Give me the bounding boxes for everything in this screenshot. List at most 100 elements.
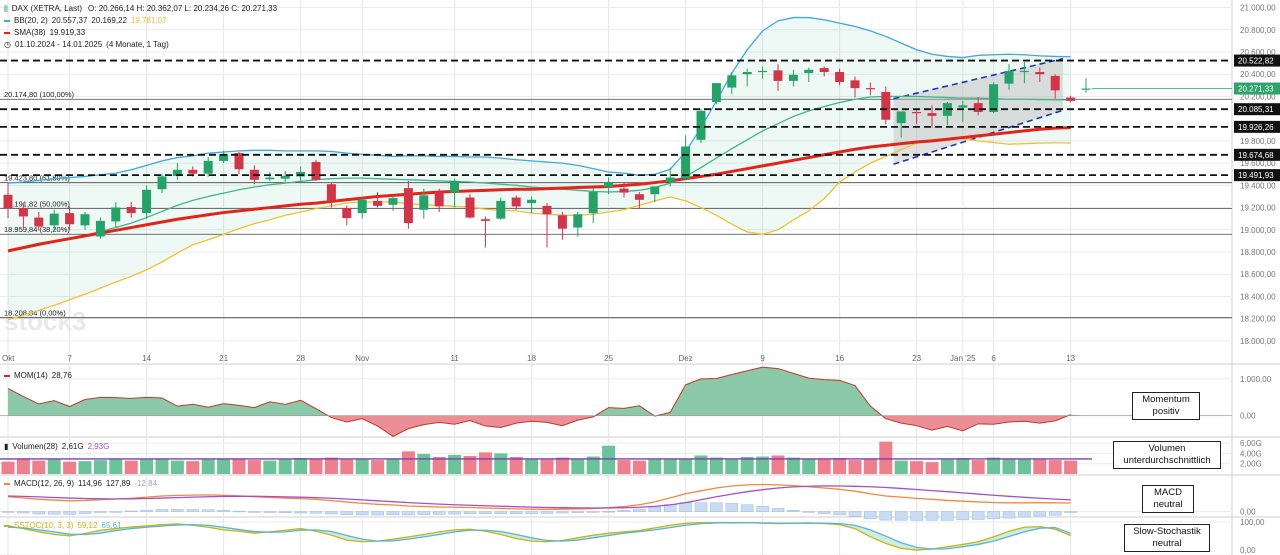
macd-histogram-bar <box>617 510 631 512</box>
macd-histogram-bar <box>925 511 939 521</box>
x-tick-label: 23 <box>912 354 921 363</box>
candle-body <box>665 177 675 182</box>
candle-body <box>650 186 660 195</box>
sma-value: 19.919,33 <box>49 28 86 37</box>
macd-histogram-bar <box>94 511 107 513</box>
volume-avg: 2,93G <box>87 442 110 451</box>
macd-histogram-bar <box>32 511 46 515</box>
candle-body <box>835 72 845 82</box>
candle-body <box>1081 88 1091 90</box>
momentum-label: MOM(14) <box>14 371 48 380</box>
x-tick-label: Dez <box>678 354 692 363</box>
macd-histogram-bar <box>571 511 585 513</box>
macd-histogram-bar <box>1033 511 1047 517</box>
candle-body <box>419 195 429 210</box>
volume-bar <box>232 459 246 474</box>
candle-body <box>1050 75 1060 91</box>
candle-body <box>3 194 13 209</box>
volume-bar <box>894 460 908 474</box>
macd-histogram-bar <box>463 511 477 515</box>
watermark: stock3 <box>4 306 86 336</box>
momentum-panel: 1.000,00 0,00 <box>0 366 1272 437</box>
macd-histogram-bar <box>956 511 970 521</box>
volume-bar <box>93 460 107 474</box>
fibonacci-label: 19.423,80 (61,80%) <box>4 174 70 183</box>
x-tick-label: 16 <box>835 354 844 363</box>
y-tick-label: 21.000,00 <box>1240 4 1276 13</box>
x-tick-label: Okt <box>2 354 15 363</box>
candle-body <box>896 111 906 124</box>
macd-panel: 0,00 <box>0 483 1256 521</box>
macd-histogram-bar <box>78 511 92 514</box>
volume-bar <box>525 459 539 474</box>
bb-swatch <box>4 20 10 22</box>
volume-bar <box>555 457 569 474</box>
volume-bar <box>756 456 770 474</box>
x-tick-label: Nov <box>355 354 369 363</box>
last-price-tag <box>1234 82 1280 95</box>
candle-body <box>850 80 860 89</box>
macd-histogram-bar <box>740 504 754 512</box>
last-price-tag-label: 20.271,33 <box>1238 85 1274 94</box>
y-tick-label: 20.400,00 <box>1240 70 1276 79</box>
level-tag <box>1234 120 1280 133</box>
macd-histogram-bar <box>294 511 307 514</box>
upper-trendline <box>893 57 1064 100</box>
bb-row: BB(20, 2) 20.557,37 20.169,22 19.781,07 <box>4 15 277 27</box>
fibonacci-label: 18.959,84 (38,20%) <box>4 225 70 234</box>
sma-row: SMA(38) 19.919,33 <box>4 27 277 39</box>
macd-histogram-bar <box>124 510 138 513</box>
candle-body <box>403 188 413 224</box>
macd-histogram-bar <box>371 511 384 516</box>
momentum-callout-line2: positiv <box>1152 406 1180 417</box>
volume-callout-line2: unterdurchschnittlich <box>1123 455 1211 466</box>
stoch-callout-line2: neutral <box>1152 538 1182 549</box>
momentum-tick-label: 0,00 <box>1240 412 1256 421</box>
momentum-callout: Momentum positiv <box>1132 392 1200 420</box>
macd-value: 114,96 <box>78 479 102 488</box>
macd-histogram-bar <box>355 511 369 516</box>
fibonacci-label: 18.208,84 (0,00%) <box>4 309 66 318</box>
macd-histogram-bar <box>756 506 769 512</box>
candle-body <box>311 162 321 180</box>
instrument-name: DAX (XETRA, Last) <box>11 4 83 13</box>
volume-bar <box>1033 459 1047 474</box>
macd-histogram-bar <box>109 511 123 513</box>
x-tick-label: 11 <box>450 354 459 363</box>
x-tick-label: 13 <box>1066 354 1075 363</box>
macd-histogram-bar <box>540 511 554 514</box>
x-tick-label: 6 <box>991 354 996 363</box>
candle-body <box>588 192 598 214</box>
stoch-k-value: 59,12 <box>77 521 98 530</box>
candle-body <box>234 153 244 170</box>
y-tick-label: 19.200,00 <box>1240 204 1276 213</box>
y-tick-label: 19.000,00 <box>1240 226 1276 235</box>
volume-bar <box>32 460 46 474</box>
stochastic-panel: 100,00 0,00 <box>0 518 1265 555</box>
macd-histogram-bar <box>633 508 646 512</box>
candle-body <box>434 191 444 207</box>
macd-line <box>7 483 1071 510</box>
volume-bar <box>432 457 446 474</box>
candle-body <box>157 176 167 190</box>
volume-tick-label: 2,00G <box>1240 460 1262 469</box>
candle-body <box>188 169 198 174</box>
macd-callout: MACD neutral <box>1142 485 1194 513</box>
x-tick-label: 18 <box>527 354 536 363</box>
volume-bar <box>109 459 123 474</box>
candle-body <box>265 177 275 180</box>
bb-lower-value: 19.781,07 <box>130 16 167 25</box>
y-tick-label: 19.600,00 <box>1240 159 1276 168</box>
macd-histogram-bar <box>155 509 169 512</box>
macd-histogram-bar <box>710 502 723 512</box>
stoch-tick-label: 100,00 <box>1240 518 1265 527</box>
candle-body <box>958 105 968 108</box>
candle-body <box>126 207 136 214</box>
candle-body <box>34 217 44 227</box>
momentum-negative-area <box>8 415 1086 437</box>
level-tag-label: 19.491,93 <box>1238 171 1274 180</box>
volume-bar <box>463 456 477 474</box>
chart-legend: ⫴ DAX (XETRA, Last) O: 20.266,14 H: 20.3… <box>4 3 277 51</box>
